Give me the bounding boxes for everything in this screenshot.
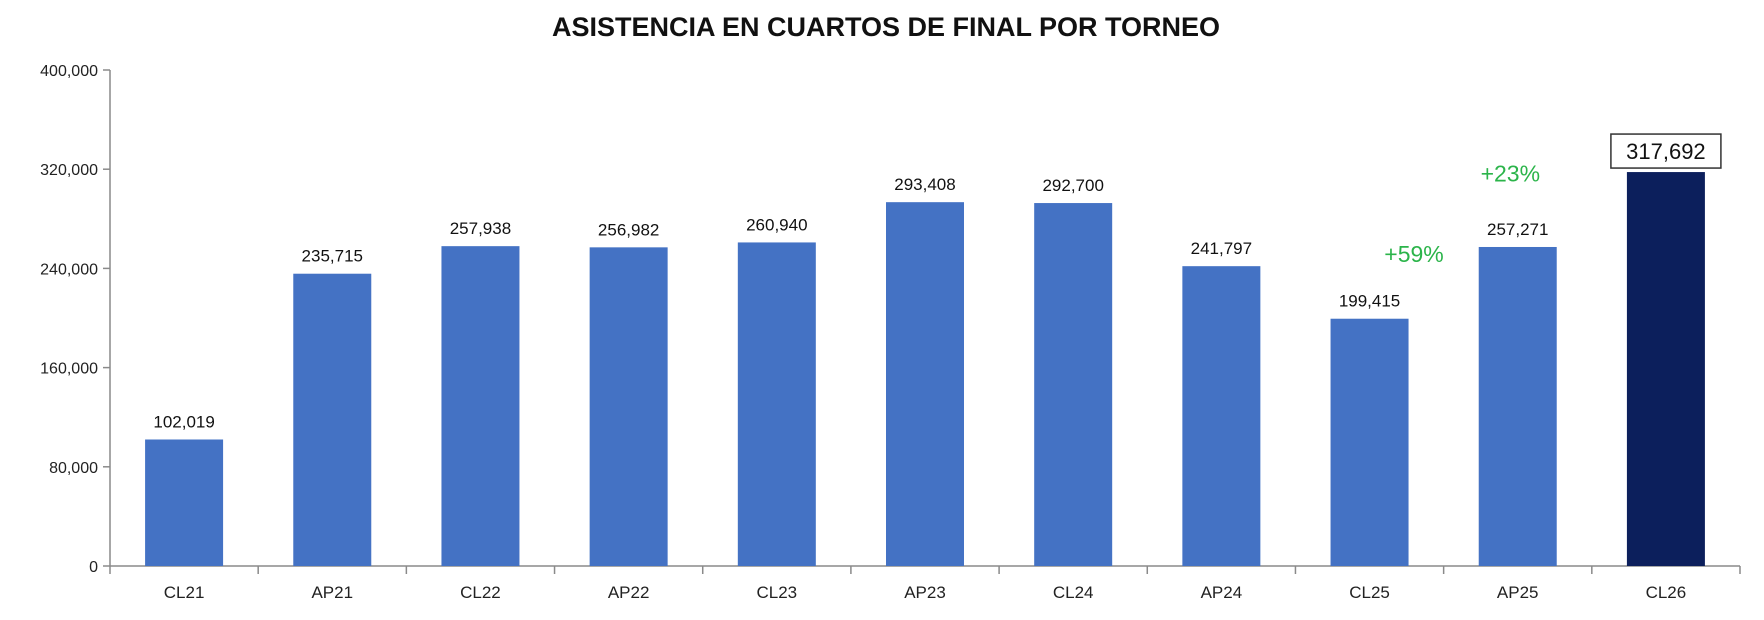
chart-title: ASISTENCIA EN CUARTOS DE FINAL POR TORNE… [552,12,1220,42]
y-tick-label: 320,000 [40,162,98,179]
value-label: 199,415 [1339,292,1400,311]
x-tick-label: AP22 [608,583,650,602]
bar-cl26 [1626,172,1705,566]
value-label: 256,982 [598,220,659,239]
y-tick-label: 0 [89,559,98,576]
value-labels-group: 102,019 235,715 257,938 256,982 260,940 293,4… [153,133,1722,431]
y-tick-label: 160,000 [40,361,98,378]
value-label: 102,019 [153,412,214,431]
x-tick-label: AP21 [311,583,353,602]
value-label: 260,940 [746,215,807,234]
y-tick-label: 240,000 [40,261,98,278]
value-label: 235,715 [302,247,363,266]
x-tick-label: AP23 [904,583,946,602]
value-label: 257,938 [450,219,511,238]
y-tick-label: 400,000 [40,63,98,80]
bar-cl22 [441,246,520,567]
annotation-label: +59% [1384,241,1443,267]
x-tick-label: AP25 [1497,583,1539,602]
x-tick-label: CL24 [1053,583,1094,602]
bar-ap22 [589,247,668,566]
y-tick-label: 80,000 [49,460,98,477]
axes: 0 80,000 160,000 240,000 320,000 400,000 CL21 A… [40,63,1741,602]
bar-ap24 [1182,266,1261,566]
bars-group [145,172,1705,567]
bar-cl24 [1034,203,1113,566]
value-label: 257,271 [1487,220,1548,239]
bar-ap25 [1478,246,1557,567]
x-tick-label: AP24 [1201,583,1243,602]
x-tick-label: CL26 [1646,583,1687,602]
value-label: 292,700 [1042,176,1103,195]
annotations-group: +59% +23% [1384,161,1540,268]
value-label: 293,408 [894,175,955,194]
bar-cl23 [737,242,816,567]
value-label: 317,692 [1626,139,1706,164]
x-tick-label: CL23 [756,583,797,602]
bar-ap23 [886,202,964,567]
x-tick-label: CL25 [1349,583,1390,602]
x-tick-label: CL22 [460,583,501,602]
bar-cl21 [145,439,224,566]
bar-cl25 [1330,318,1409,566]
value-label: 241,797 [1191,239,1252,258]
bar-ap21 [293,273,372,566]
x-tick-label: CL21 [164,583,205,602]
highlight-label-box [1610,133,1722,169]
annotation-label: +23% [1481,161,1540,187]
